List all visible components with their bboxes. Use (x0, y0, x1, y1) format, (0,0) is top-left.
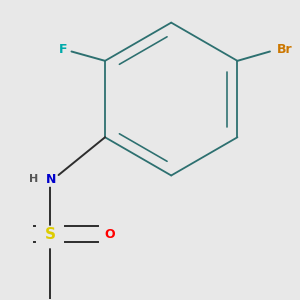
Text: S: S (44, 227, 56, 242)
Text: F: F (59, 43, 67, 56)
Text: O: O (104, 228, 115, 241)
Text: N: N (46, 173, 56, 186)
Text: H: H (29, 174, 39, 184)
Text: Br: Br (277, 43, 292, 56)
